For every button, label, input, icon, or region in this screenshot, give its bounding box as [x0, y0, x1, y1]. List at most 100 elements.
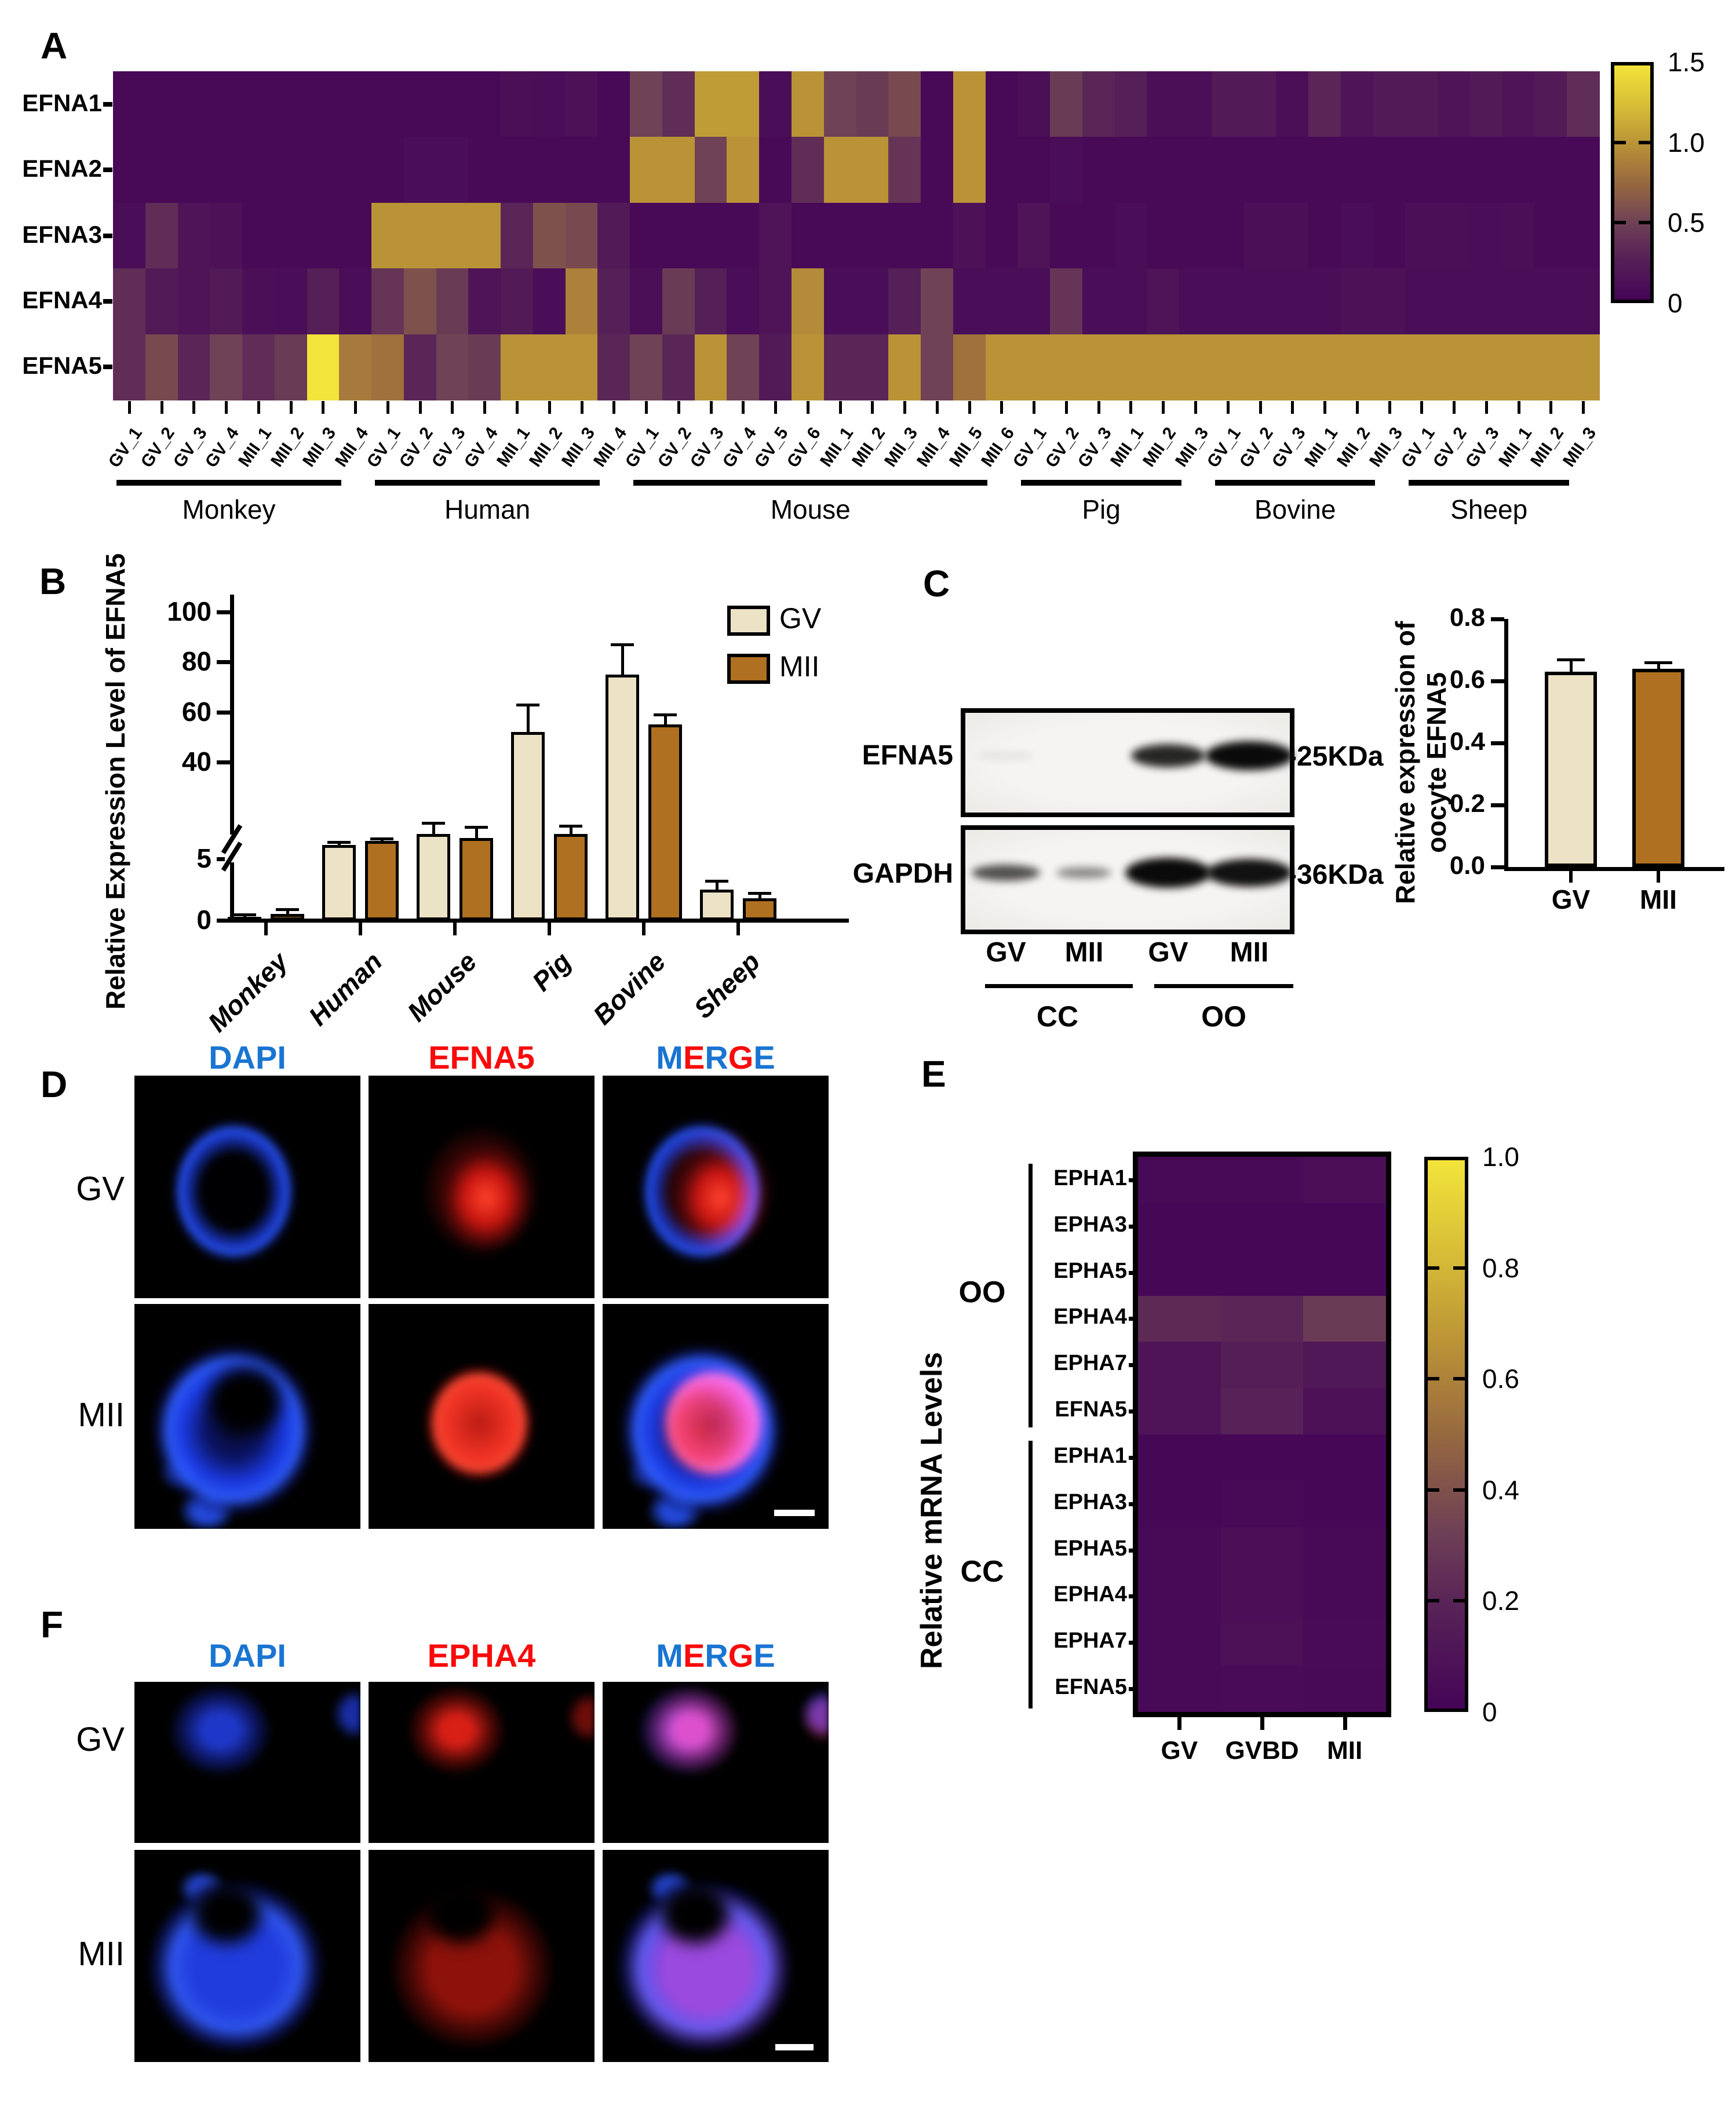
heatmap-e-colorbar-tick-label: 0.2 — [1482, 1586, 1519, 1616]
heatmap-a-cell — [274, 202, 308, 269]
heatmap-e-row-label: EPHA1 — [1053, 1165, 1127, 1190]
heatmap-a-cell — [1567, 334, 1600, 401]
micrograph-d-gv-merge — [603, 1076, 829, 1298]
heatmap-a-cell — [1469, 334, 1503, 401]
heatmap-a-col-label: MII_3 — [1172, 424, 1213, 471]
heatmap-a-col-label: GV_2 — [654, 424, 695, 472]
heatmap-a-cell — [339, 334, 373, 401]
heatmap-a-cell — [856, 137, 889, 203]
blot-target-label-efna5: EFNA5 — [862, 740, 953, 771]
heatmap-a-cell — [953, 268, 986, 335]
micrograph-d-gv-dapi — [134, 1076, 360, 1298]
heatmap-a-group-label: Mouse — [770, 494, 851, 524]
panel-b-error-line — [570, 825, 572, 835]
heatmap-e-row-tick — [1129, 1548, 1138, 1553]
heatmap-a-cell — [533, 268, 566, 335]
panel-f-header-merge: MERGE — [603, 1637, 829, 1674]
merge-letter: E — [683, 1637, 705, 1674]
heatmap-a-cell — [597, 137, 631, 203]
heatmap-e-cell — [1303, 1249, 1387, 1296]
heatmap-a-col-label: GV_3 — [169, 424, 211, 472]
heatmap-a-cell — [662, 268, 695, 335]
panel-c-label: C — [923, 563, 950, 604]
epha4-signal — [603, 1850, 829, 2062]
nucleus-dark-region — [193, 1884, 261, 1944]
heatmap-a-cell — [533, 202, 566, 269]
heatmap-e-cell — [1138, 1527, 1221, 1574]
heatmap-a-colorbar-tick — [1613, 221, 1626, 225]
heatmap-e-colorbar-tick — [1453, 1266, 1466, 1270]
heatmap-a-col-tick — [1549, 401, 1553, 414]
heatmap-a-group-bar — [633, 480, 988, 486]
panel-b-bar-mii — [271, 914, 304, 920]
heatmap-a-cell — [597, 71, 631, 138]
heatmap-a-col-tick — [838, 401, 842, 414]
heatmap-a-cell — [1243, 334, 1277, 401]
panel-b-y-tick-label: 100 — [167, 596, 211, 626]
heatmap-e-cell — [1138, 1342, 1221, 1389]
heatmap-e-cell — [1138, 1480, 1221, 1528]
panel-c-chart-x-tick — [1657, 871, 1660, 883]
merge-letter: M — [656, 1039, 683, 1076]
heatmap-a-cell — [1082, 334, 1115, 401]
heatmap-a-col-label: GV_1 — [104, 424, 146, 472]
heatmap-a-col-label: MII_3 — [881, 424, 922, 471]
panel-c-chart-y-tick — [1491, 803, 1504, 807]
heatmap-a-col-tick — [516, 401, 519, 414]
heatmap-a-cell — [888, 202, 922, 269]
heatmap-a-cell — [630, 137, 663, 203]
heatmap-e-row-tick — [1129, 1224, 1138, 1229]
panel-c-chart-y-tick — [1491, 865, 1504, 869]
heatmap-e-cell — [1220, 1295, 1304, 1343]
heatmap-a-row-label: EFNA3 — [22, 220, 102, 248]
panel-b-error-line — [758, 893, 761, 898]
heatmap-e-cell — [1138, 1573, 1221, 1620]
heatmap-a-group-label: Monkey — [182, 494, 276, 524]
panel-b-bar-gv — [228, 916, 261, 923]
micrograph-f-gv-dapi — [134, 1682, 360, 1843]
heatmap-a-cell — [371, 137, 405, 203]
heatmap-a-cell — [597, 268, 631, 335]
heatmap-a-cell — [597, 334, 631, 401]
heatmap-a-cell — [985, 334, 1019, 401]
heatmap-a-cell — [145, 334, 178, 401]
heatmap-a-cell — [1340, 202, 1374, 269]
heatmap-a-cell — [1211, 202, 1245, 269]
heatmap-e-row-tick — [1129, 1594, 1138, 1599]
heatmap-a-cell — [274, 137, 308, 203]
heatmap-a-cell — [307, 137, 340, 203]
heatmap-e-row-tick — [1129, 1409, 1138, 1414]
panel-b-error-cap — [233, 913, 256, 917]
heatmap-a-cell — [662, 334, 695, 401]
heatmap-a-col-label: MII_2 — [848, 424, 889, 471]
heatmap-a-group-label: Sheep — [1450, 494, 1528, 524]
panel-b-error-cap — [465, 826, 488, 829]
heatmap-a-cell — [468, 334, 502, 401]
heatmap-a-cell — [1147, 334, 1180, 401]
heatmap-a-cell — [1469, 71, 1503, 138]
heatmap-a-group-label: Bovine — [1254, 494, 1336, 524]
panel-b-label: B — [39, 560, 67, 602]
heatmap-a-cell — [1211, 137, 1245, 203]
heatmap-e-cell — [1138, 1434, 1221, 1481]
panel-b-x-tick — [642, 923, 645, 935]
heatmap-a-cell — [1179, 334, 1213, 401]
heatmap-a-cell — [501, 268, 534, 335]
heatmap-a-col-tick — [451, 401, 454, 414]
heatmap-a-cell — [371, 202, 405, 269]
heatmap-a-cell — [856, 202, 889, 269]
heatmap-a-cell — [1276, 334, 1310, 401]
merge-letter: R — [705, 1039, 728, 1076]
heatmap-a-cell — [436, 268, 469, 335]
micrograph-d-gv-efna5 — [369, 1076, 595, 1298]
protein-band — [977, 752, 1035, 759]
heatmap-e-col-label: GVBD — [1225, 1736, 1299, 1765]
heatmap-e-col-label: MII — [1327, 1736, 1363, 1765]
heatmap-a-col-tick — [257, 401, 260, 414]
merge-letter: E — [753, 1637, 775, 1674]
heatmap-a-cell — [1179, 71, 1213, 138]
heatmap-a-cell — [759, 334, 793, 401]
heatmap-a-colorbar-tick-label: 1.0 — [1668, 127, 1705, 158]
epha4-signal — [369, 1682, 595, 1843]
heatmap-e-cell — [1303, 1666, 1387, 1713]
